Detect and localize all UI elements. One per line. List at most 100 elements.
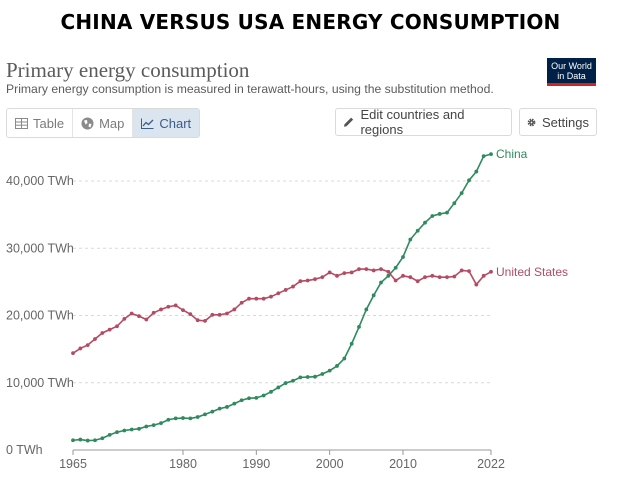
data-point (298, 279, 303, 284)
line-chart-icon (141, 118, 154, 129)
data-point (261, 393, 266, 398)
data-point (129, 311, 134, 316)
data-point (173, 303, 178, 308)
data-point (364, 307, 369, 312)
data-point (445, 210, 449, 215)
data-point (107, 432, 112, 437)
data-point (276, 291, 281, 296)
tab-map-label: Map (99, 115, 125, 131)
data-point (298, 375, 303, 380)
series-line-0 (72, 153, 492, 442)
data-point (320, 372, 325, 376)
data-point (269, 294, 273, 299)
x-tick-label: 2010 (389, 457, 417, 471)
y-tick-label: 30,000 TWh (6, 241, 74, 255)
data-point (107, 327, 112, 332)
data-point (481, 273, 486, 278)
table-icon (15, 117, 28, 129)
edit-countries-label: Edit countries and regions (360, 107, 465, 137)
data-point (122, 316, 127, 321)
data-point (115, 324, 119, 329)
data-point (100, 436, 105, 441)
data-point (349, 341, 354, 346)
series-label: China (496, 147, 528, 161)
data-point (386, 269, 391, 274)
data-point (474, 282, 479, 287)
data-point (415, 279, 420, 284)
data-point (415, 228, 420, 233)
data-point (371, 293, 376, 298)
data-point (327, 270, 332, 275)
data-point (283, 381, 288, 385)
data-point (85, 343, 90, 347)
data-point (159, 307, 163, 312)
tab-chart[interactable]: Chart (132, 109, 200, 137)
data-point (100, 331, 105, 335)
data-point (320, 275, 325, 280)
data-point (305, 278, 310, 283)
data-point (78, 346, 83, 351)
x-tick-label: 1965 (59, 457, 87, 471)
data-point (437, 275, 442, 280)
series-line-1 (72, 268, 492, 354)
data-point (239, 300, 244, 305)
data-point (452, 201, 457, 206)
data-point (393, 265, 398, 270)
data-point (217, 406, 222, 411)
data-point (379, 280, 383, 285)
x-tick-label: 1990 (242, 457, 270, 471)
data-point (386, 273, 391, 278)
data-point (217, 312, 222, 317)
data-point (261, 296, 266, 301)
data-point (93, 337, 97, 341)
y-tick-label: 10,000 TWh (6, 376, 74, 390)
tab-chart-label: Chart (159, 115, 192, 131)
data-point (247, 296, 251, 301)
data-point (313, 277, 317, 282)
tab-table-label: Table (33, 115, 65, 131)
data-point (232, 401, 237, 406)
data-point (452, 274, 457, 279)
data-point (379, 267, 383, 271)
data-point (239, 398, 244, 403)
chart-title: Primary energy consumption (6, 58, 250, 82)
edit-countries-button[interactable]: Edit countries and regions (335, 107, 512, 137)
data-point (489, 269, 493, 274)
data-point (437, 212, 442, 216)
data-point (430, 214, 435, 218)
data-point (166, 304, 171, 309)
data-point (357, 325, 361, 329)
x-tick-label: 2000 (316, 457, 344, 471)
data-point (93, 438, 97, 443)
gear-icon (527, 118, 536, 126)
y-tick-label: 40,000 TWh (6, 174, 74, 188)
data-point (144, 424, 149, 429)
owid-logo[interactable]: Our World in Data (547, 58, 596, 86)
data-point (313, 374, 317, 379)
data-point (203, 318, 207, 323)
tab-table[interactable]: Table (7, 109, 72, 137)
data-point (481, 154, 486, 159)
data-point (173, 416, 178, 421)
data-point (115, 430, 119, 435)
data-point (401, 273, 405, 278)
data-point (291, 284, 295, 289)
settings-button[interactable]: Settings (519, 108, 597, 136)
data-point (342, 271, 347, 276)
data-point (283, 288, 288, 292)
data-point (467, 269, 471, 274)
data-point (144, 317, 149, 322)
data-point (357, 267, 361, 271)
data-point (423, 275, 427, 280)
banner-title: CHINA VERSUS USA ENERGY CONSUMPTION (60, 10, 561, 34)
data-point (467, 178, 471, 183)
data-point (188, 416, 193, 421)
series-label: United States (496, 265, 568, 279)
y-tick-label: 0 TWh (6, 443, 43, 457)
settings-label: Settings (542, 114, 589, 130)
data-point (371, 268, 376, 273)
data-point (489, 152, 493, 157)
data-point (195, 318, 200, 323)
data-point (430, 273, 435, 278)
tab-map[interactable]: Map (72, 109, 132, 137)
